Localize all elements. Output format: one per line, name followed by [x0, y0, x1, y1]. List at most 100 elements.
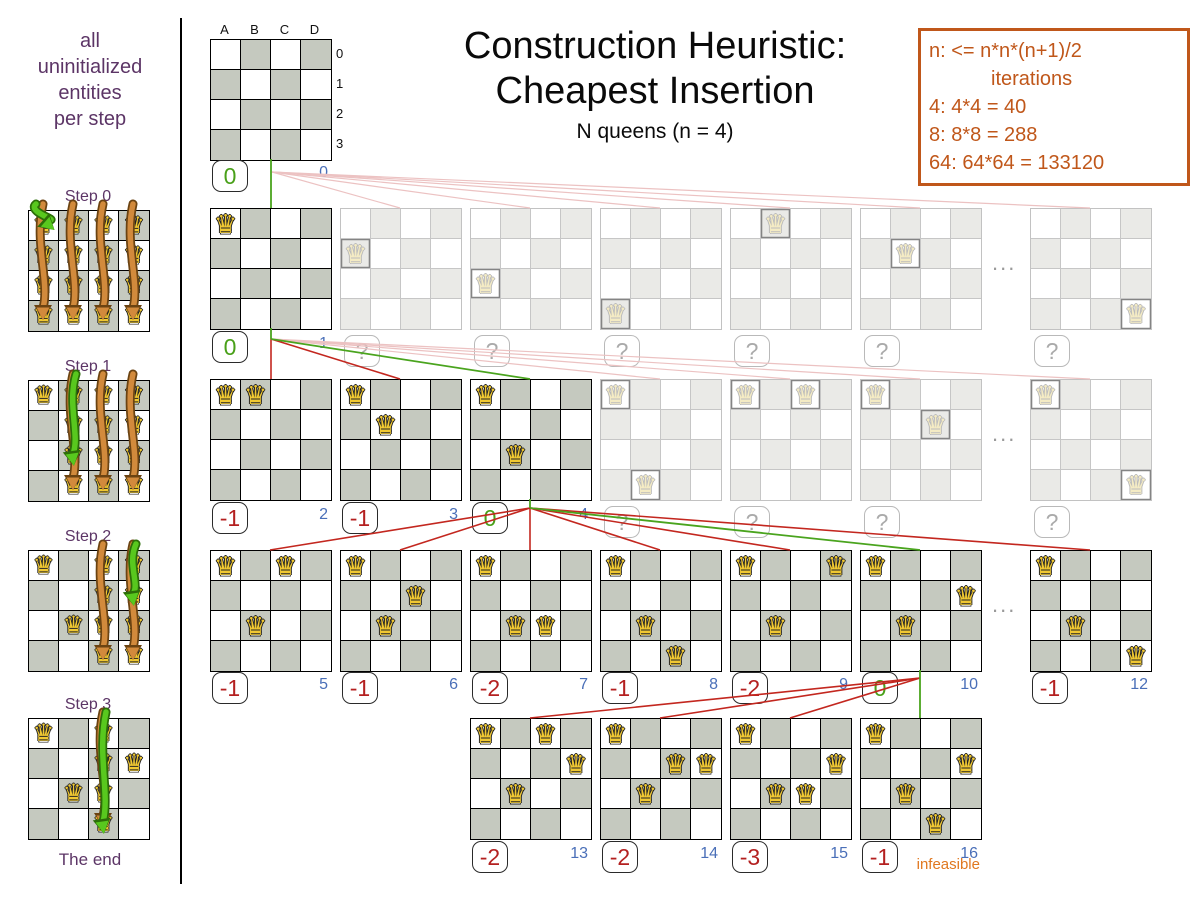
sidebar-caption: all uninitialized entities per step	[0, 28, 180, 132]
queen-icon: ♛	[633, 778, 658, 809]
pink-connection-line	[271, 171, 661, 209]
queen-icon: ♛	[733, 718, 758, 749]
board-cell	[631, 551, 661, 581]
board-cell	[891, 380, 921, 410]
board-cell	[1091, 239, 1121, 269]
board-cell	[59, 749, 89, 779]
board-cell	[301, 380, 331, 410]
board-cell	[29, 749, 59, 779]
pink-connection-line	[270, 338, 1091, 380]
board-cell	[431, 581, 461, 611]
board-cell	[921, 299, 951, 329]
board-cell	[861, 299, 891, 329]
board-cell	[761, 581, 791, 611]
board-cell	[891, 269, 921, 299]
board-cell: ♛	[861, 719, 891, 749]
board-cell	[761, 380, 791, 410]
score-badge: -2	[472, 672, 508, 704]
score-badge: -1	[1032, 672, 1068, 704]
board-cell	[241, 641, 271, 671]
board-cell: ♛	[89, 411, 119, 441]
pink-connection-line	[271, 171, 921, 209]
board-cell	[59, 809, 89, 839]
queen-icon: ♛	[92, 441, 115, 469]
board-cell	[471, 209, 501, 239]
score-badge: -2	[602, 841, 638, 873]
board-cell: ♛	[89, 211, 119, 241]
board-cell	[951, 551, 981, 581]
board-cell: ♛	[731, 719, 761, 749]
queen-icon: ♛	[273, 550, 298, 581]
board-cell	[731, 440, 761, 470]
board-cell	[631, 641, 661, 671]
queen-icon: ♛	[213, 208, 238, 239]
board-cell	[861, 239, 891, 269]
board-cell	[731, 269, 761, 299]
board-cell	[691, 779, 721, 809]
board-cell	[921, 380, 951, 410]
board-cell	[241, 299, 271, 329]
queen-icon: ♛	[123, 581, 145, 609]
queen-icon: ♛	[793, 379, 818, 410]
board-cell	[921, 641, 951, 671]
board-cell	[561, 410, 591, 440]
board-cell	[1091, 551, 1121, 581]
score-badge: -1	[212, 672, 248, 704]
board: ♛ ♛	[210, 379, 332, 501]
caption-line: entities	[58, 82, 122, 104]
board-cell	[921, 749, 951, 779]
iterations-info-box: n: <= n*n*(n+1)/2 iterations 4: 4*4 = 40…	[918, 28, 1190, 186]
step-label: Step 3	[64, 696, 112, 713]
board-cell: ♛	[59, 301, 89, 331]
board-cell	[471, 440, 501, 470]
board-cell	[401, 239, 431, 269]
board-cell	[1121, 410, 1151, 440]
board-cell	[861, 410, 891, 440]
board-cell	[59, 581, 89, 611]
board-cell	[561, 779, 591, 809]
board: ♛ ♛ ♛ ♛	[600, 718, 722, 840]
board-cell	[501, 209, 531, 239]
board-cell	[1031, 470, 1061, 500]
queen-icon: ♛	[603, 379, 628, 410]
board-cell	[241, 440, 271, 470]
ghost-board: ♛	[340, 208, 462, 330]
board-cell	[431, 299, 461, 329]
queen-icon: ♛	[123, 241, 145, 269]
board-cell	[271, 611, 301, 641]
board-cell	[601, 410, 631, 440]
ghost-board: ♛ ♛	[860, 379, 982, 501]
board-cell	[691, 809, 721, 839]
board-cell	[241, 470, 271, 500]
board-cell	[921, 551, 951, 581]
board: ♛	[210, 208, 332, 330]
board-cell	[301, 100, 331, 130]
board-cell	[301, 70, 331, 100]
board-cell	[471, 779, 501, 809]
ellipsis: ...	[992, 421, 1017, 446]
board-cell	[371, 470, 401, 500]
board-cell: ♛	[89, 441, 119, 471]
board-cell: ♛	[119, 301, 149, 331]
board-cell	[241, 269, 271, 299]
board-cell	[661, 410, 691, 440]
board: ♛ ♛ ♛ ♛ ♛ ♛ ♛ ♛ ♛ ♛	[28, 550, 150, 672]
board-cell	[791, 581, 821, 611]
board-cell: ♛	[921, 410, 951, 440]
board-cell: ♛	[89, 271, 119, 301]
board-cell: ♛	[119, 581, 149, 611]
board-cell: ♛	[951, 749, 981, 779]
step-label: Step 0	[64, 188, 112, 205]
board-cell: ♛	[601, 551, 631, 581]
board-cell: ♛	[89, 779, 119, 809]
info-line: iterations	[991, 68, 1073, 90]
green-connection-line	[529, 507, 921, 551]
pink-connection-line	[271, 171, 791, 209]
board-cell	[341, 410, 371, 440]
board-cell	[821, 809, 851, 839]
queen-icon: ♛	[633, 470, 658, 500]
board-cell: ♛	[89, 641, 119, 671]
board-cell	[211, 299, 241, 329]
board-cell	[691, 239, 721, 269]
board-cell	[601, 611, 631, 641]
